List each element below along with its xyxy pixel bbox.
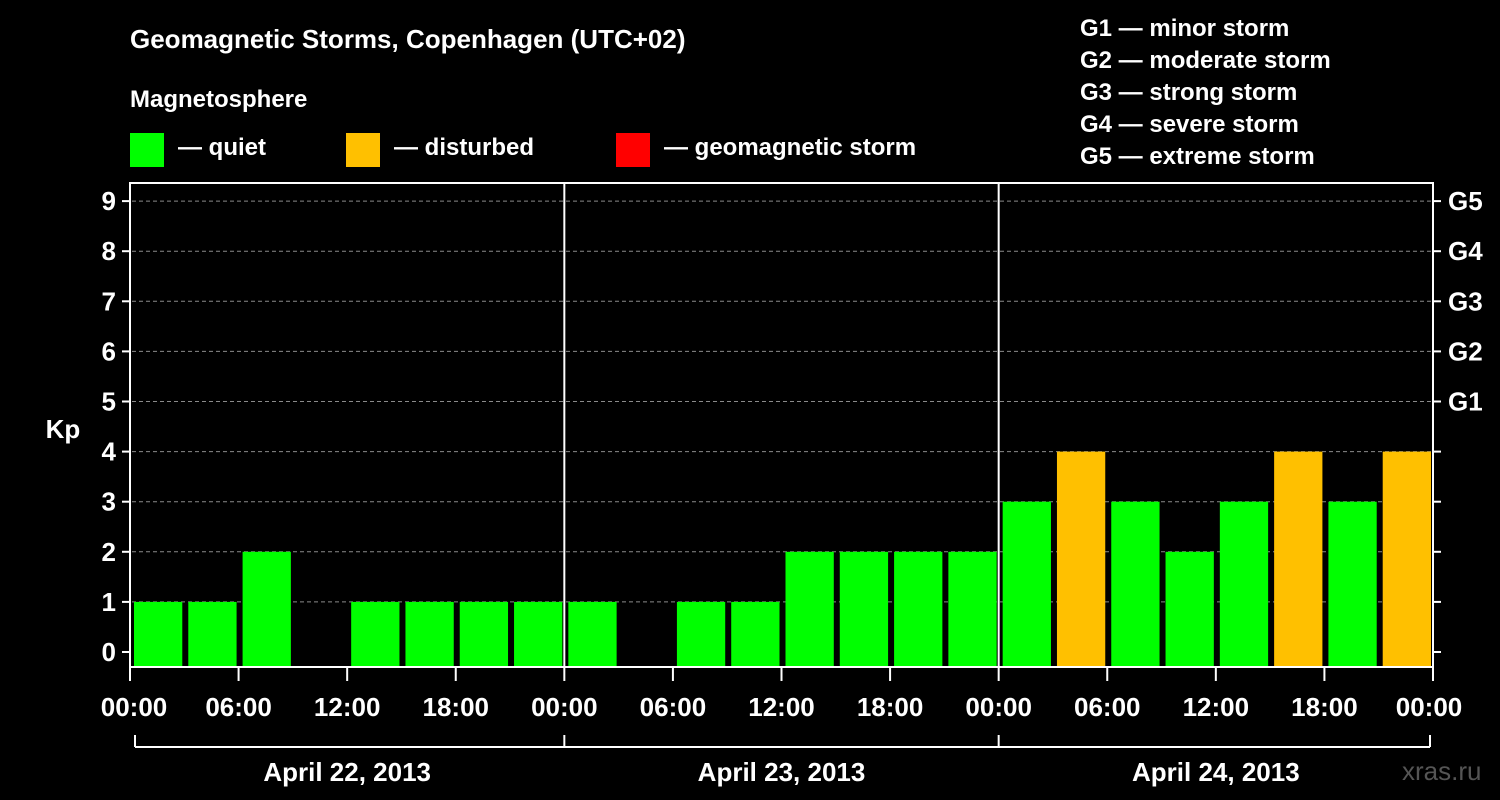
x-tick-label: 00:00 bbox=[965, 692, 1032, 722]
y-tick-label: 6 bbox=[102, 336, 116, 366]
x-tick-label: 18:00 bbox=[857, 692, 924, 722]
magnetosphere-label: Magnetosphere bbox=[130, 86, 308, 113]
kp-bar bbox=[1328, 501, 1377, 667]
x-tick-label: 12:00 bbox=[748, 692, 815, 722]
watermark: xras.ru bbox=[1402, 756, 1482, 786]
y-axis-label: Kp bbox=[46, 414, 81, 444]
x-tick-label: 06:00 bbox=[205, 692, 272, 722]
legend-swatch-disturbed bbox=[346, 133, 380, 167]
kp-bar bbox=[568, 601, 617, 667]
scale-g1: G1 — minor storm bbox=[1080, 15, 1290, 42]
scale-g2: G2 — moderate storm bbox=[1080, 47, 1331, 74]
legend-label-storm: — geomagnetic storm bbox=[664, 134, 917, 161]
day-label: April 23, 2013 bbox=[698, 757, 866, 787]
kp-bar bbox=[1382, 451, 1431, 667]
kp-bar bbox=[405, 601, 454, 667]
kp-bar bbox=[1056, 451, 1106, 667]
kp-bar bbox=[1111, 501, 1160, 667]
x-tick-label: 00:00 bbox=[1396, 692, 1463, 722]
kp-bar bbox=[731, 601, 780, 667]
y-tick-label: 8 bbox=[102, 236, 116, 266]
x-tick-label: 18:00 bbox=[1291, 692, 1358, 722]
y-tick-label: 4 bbox=[102, 437, 117, 467]
kp-bar bbox=[459, 601, 509, 667]
storm-level-label: G4 bbox=[1448, 236, 1483, 266]
scale-g5: G5 — extreme storm bbox=[1080, 143, 1315, 170]
y-tick-label: 2 bbox=[102, 537, 116, 567]
y-tick-label: 0 bbox=[102, 637, 116, 667]
legend-label-quiet: — quiet bbox=[178, 134, 266, 161]
y-tick-label: 7 bbox=[102, 286, 116, 316]
kp-bar bbox=[1219, 501, 1269, 667]
storm-level-label: G3 bbox=[1448, 286, 1483, 316]
x-tick-label: 12:00 bbox=[314, 692, 381, 722]
x-tick-label: 12:00 bbox=[1183, 692, 1250, 722]
kp-bar bbox=[242, 551, 291, 667]
kp-bar bbox=[134, 601, 183, 667]
kp-bar bbox=[676, 601, 726, 667]
legend-label-disturbed: — disturbed bbox=[394, 134, 535, 161]
x-tick-label: 00:00 bbox=[531, 692, 598, 722]
day-label: April 24, 2013 bbox=[1132, 757, 1300, 787]
storm-level-label: G2 bbox=[1448, 336, 1483, 366]
kp-bar bbox=[351, 601, 400, 667]
y-tick-label: 3 bbox=[102, 487, 116, 517]
kp-bar bbox=[514, 601, 563, 667]
storm-level-label: G5 bbox=[1448, 186, 1483, 216]
kp-bar bbox=[188, 601, 237, 667]
y-tick-label: 9 bbox=[102, 186, 116, 216]
x-tick-label: 00:00 bbox=[101, 692, 168, 722]
legend-swatch-storm bbox=[616, 133, 650, 167]
y-tick-label: 5 bbox=[102, 387, 116, 417]
legend-swatch-quiet bbox=[130, 133, 164, 167]
kp-bar bbox=[839, 551, 889, 667]
scale-g3: G3 — strong storm bbox=[1080, 79, 1298, 106]
kp-bar bbox=[785, 551, 834, 667]
kp-bar bbox=[894, 551, 943, 667]
x-tick-label: 06:00 bbox=[640, 692, 707, 722]
kp-bar bbox=[948, 551, 997, 667]
x-tick-label: 18:00 bbox=[423, 692, 490, 722]
kp-bar bbox=[1002, 501, 1051, 667]
kp-bar bbox=[1274, 451, 1323, 667]
y-tick-label: 1 bbox=[102, 587, 116, 617]
kp-bar bbox=[1165, 551, 1214, 667]
scale-g4: G4 — severe storm bbox=[1080, 111, 1299, 138]
day-label: April 22, 2013 bbox=[263, 757, 431, 787]
storm-level-label: G1 bbox=[1448, 387, 1483, 417]
x-tick-label: 06:00 bbox=[1074, 692, 1141, 722]
chart-title: Geomagnetic Storms, Copenhagen (UTC+02) bbox=[130, 24, 686, 54]
